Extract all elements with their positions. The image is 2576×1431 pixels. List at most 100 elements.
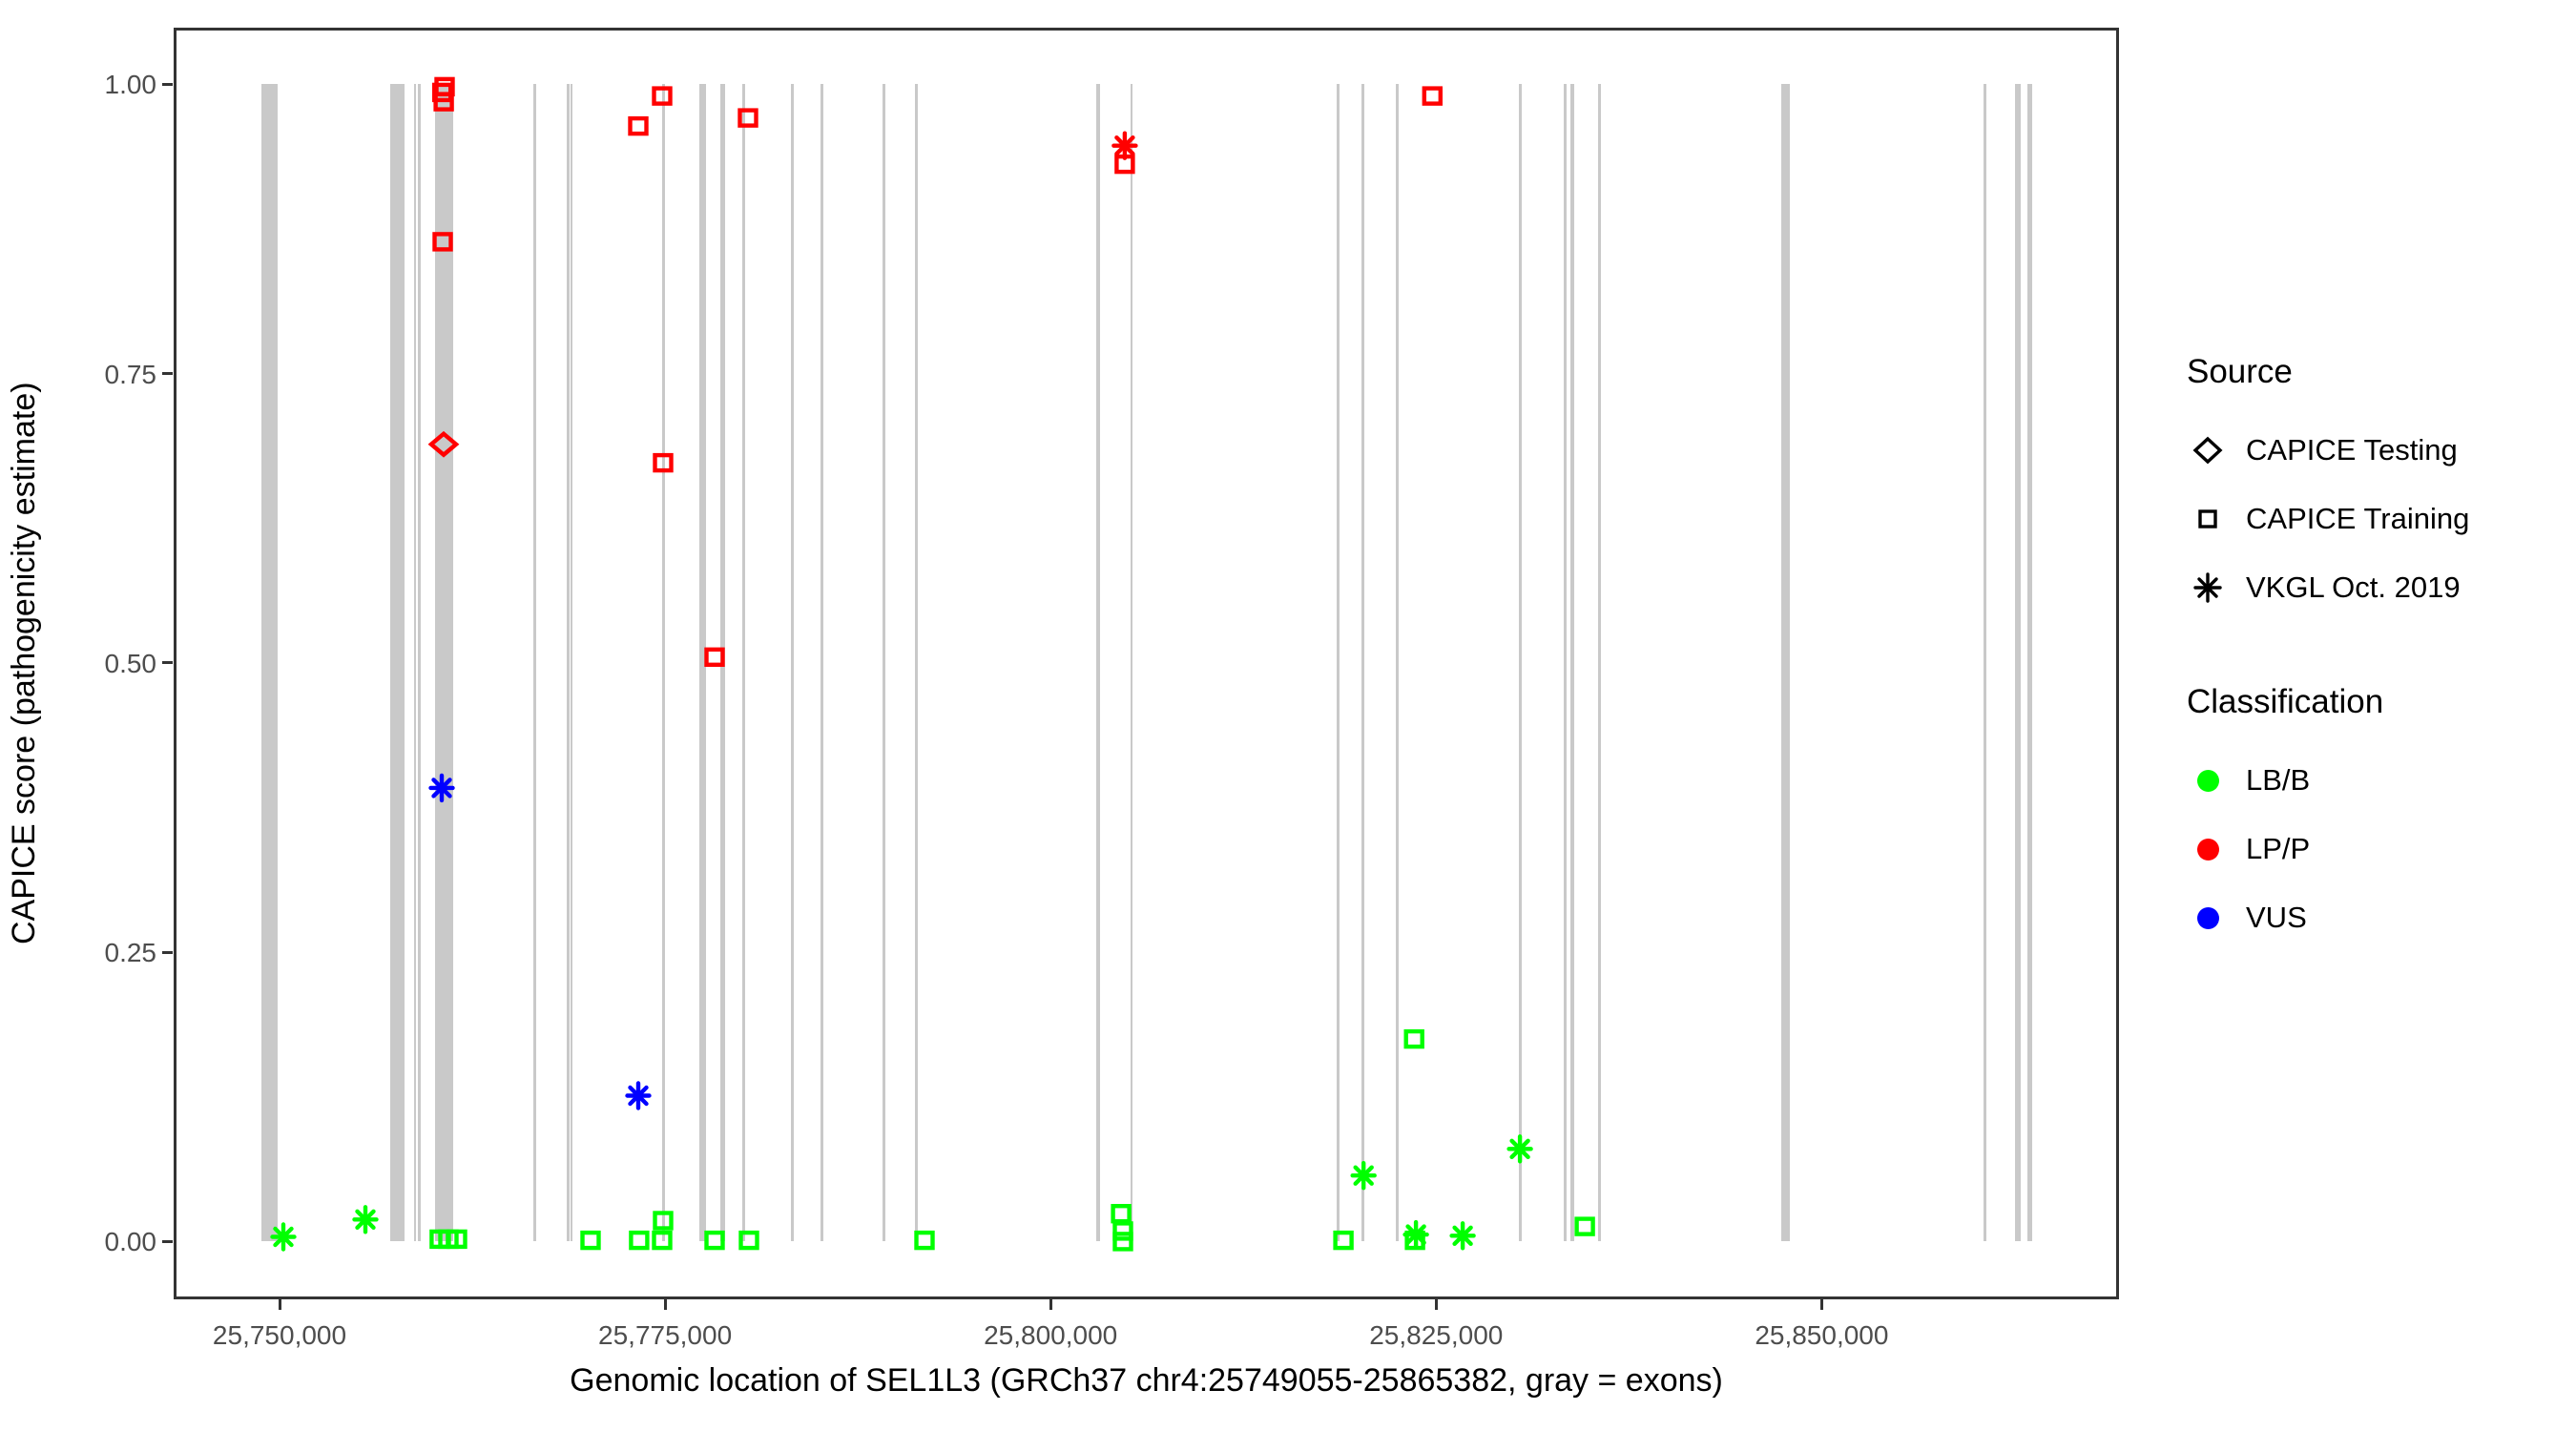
y-axis-title: CAPICE score (pathogenicity estimate)	[6, 382, 42, 945]
y-axis-tick	[162, 950, 173, 954]
data-point-square	[1112, 1232, 1133, 1252]
x-axis-title: Genomic location of SEL1L3 (GRCh37 chr4:…	[570, 1362, 1723, 1399]
exon-bar	[1361, 84, 1364, 1242]
legend-item-lpp: LP/P	[2187, 815, 2568, 883]
exon-bar	[2015, 84, 2022, 1242]
green-dot-icon	[2187, 759, 2229, 801]
x-axis-tick-label: 25,800,000	[984, 1320, 1118, 1350]
exon-bar	[418, 84, 421, 1242]
red-dot-icon	[2187, 828, 2229, 870]
legend-label: VKGL Oct. 2019	[2246, 570, 2461, 604]
data-point-square	[652, 1230, 673, 1251]
data-point-asterisk	[428, 773, 455, 803]
data-point-square	[704, 647, 725, 667]
data-point-square	[738, 1230, 759, 1251]
data-point-square	[1403, 1028, 1424, 1049]
exon-bar	[742, 84, 745, 1242]
exon-bar	[1570, 84, 1574, 1242]
data-point-square	[1111, 1203, 1132, 1224]
exon-bar	[662, 84, 666, 1242]
asterisk-icon	[2187, 567, 2229, 609]
data-point-square	[580, 1230, 601, 1251]
y-axis-tick	[162, 661, 173, 665]
exon-bar	[1598, 84, 1602, 1242]
data-point-square	[653, 1211, 674, 1231]
x-axis-tick	[1049, 1299, 1052, 1310]
exon-bar	[1984, 84, 1986, 1242]
data-point-asterisk	[1449, 1221, 1476, 1251]
exon-bar	[261, 84, 279, 1242]
exon-bar	[1564, 84, 1567, 1242]
exon-bar	[791, 84, 795, 1242]
data-point-asterisk	[1402, 1219, 1429, 1250]
exon-bar	[699, 84, 707, 1242]
x-axis-tick-label: 25,850,000	[1755, 1320, 1889, 1350]
data-point-square	[914, 1230, 935, 1251]
y-axis-tick-label: 0.00	[104, 1227, 157, 1257]
data-point-asterisk	[1350, 1160, 1377, 1191]
data-point-asterisk	[352, 1205, 379, 1234]
legend-item-capice-testing: CAPICE Testing	[2187, 416, 2568, 485]
x-axis-tick-label: 25,750,000	[212, 1320, 347, 1350]
exon-bar	[1096, 84, 1100, 1242]
square-icon	[2187, 498, 2229, 540]
x-axis-tick	[278, 1299, 281, 1310]
diamond-icon	[2187, 429, 2229, 471]
data-point-square	[433, 92, 454, 112]
exon-bar	[883, 84, 886, 1242]
x-axis-tick-label: 25,775,000	[598, 1320, 733, 1350]
data-points-layer	[270, 76, 1595, 1252]
exon-bar	[570, 84, 573, 1242]
data-point-square	[1112, 1221, 1133, 1241]
data-point-square	[432, 232, 453, 252]
y-axis-tick-label: 0.75	[104, 359, 157, 389]
x-axis-tick	[663, 1299, 667, 1310]
data-point-square	[652, 86, 673, 106]
legend-source-group: Source CAPICE Testing CAPICE Training	[2187, 351, 2568, 622]
legend-label: VUS	[2246, 901, 2307, 934]
exon-bar	[1781, 84, 1791, 1242]
legend-label: CAPICE Testing	[2246, 433, 2458, 467]
data-point-square	[737, 108, 758, 128]
data-point-square	[1333, 1230, 1354, 1251]
x-axis-tick-label: 25,825,000	[1369, 1320, 1504, 1350]
legend-label: CAPICE Training	[2246, 502, 2470, 535]
exon-bar	[821, 84, 823, 1242]
data-point-diamond	[427, 430, 460, 458]
exon-bar	[1519, 84, 1522, 1242]
legend-item-lbb: LB/B	[2187, 746, 2568, 815]
exon-bar	[1395, 84, 1399, 1242]
exon-bar	[533, 84, 536, 1242]
exon-bar	[434, 84, 453, 1242]
legend-item-vus: VUS	[2187, 883, 2568, 952]
x-axis-tick	[1434, 1299, 1438, 1310]
x-axis-tick	[1819, 1299, 1823, 1310]
y-axis-tick-label: 0.50	[104, 648, 157, 678]
legend-classification-group: Classification LB/B LP/P VUS	[2187, 681, 2568, 952]
exon-bar	[567, 84, 570, 1242]
exon-bar	[915, 84, 919, 1242]
legend-classification-title: Classification	[2187, 683, 2384, 720]
y-axis-tick	[162, 82, 173, 86]
data-point-asterisk	[1111, 131, 1138, 160]
legend: Source CAPICE Testing CAPICE Training	[2187, 351, 2568, 952]
y-axis-tick	[162, 1239, 173, 1243]
data-point-asterisk	[270, 1222, 297, 1252]
data-point-square	[447, 1229, 467, 1250]
legend-label: LB/B	[2246, 763, 2311, 797]
legend-item-vkgl: VKGL Oct. 2019	[2187, 553, 2568, 622]
data-point-square	[704, 1230, 725, 1251]
exon-bar	[2027, 84, 2032, 1242]
legend-label: LP/P	[2246, 832, 2311, 865]
y-axis-tick-label: 1.00	[104, 70, 157, 100]
data-point-square	[1114, 154, 1135, 175]
y-axis-tick	[162, 372, 173, 376]
legend-item-capice-training: CAPICE Training	[2187, 485, 2568, 553]
data-point-square	[629, 1230, 650, 1251]
legend-source-title: Source	[2187, 353, 2293, 390]
data-point-asterisk	[1506, 1134, 1533, 1164]
data-point-square	[628, 115, 649, 136]
exon-bar	[1130, 84, 1133, 1242]
exon-bar	[1337, 84, 1340, 1242]
